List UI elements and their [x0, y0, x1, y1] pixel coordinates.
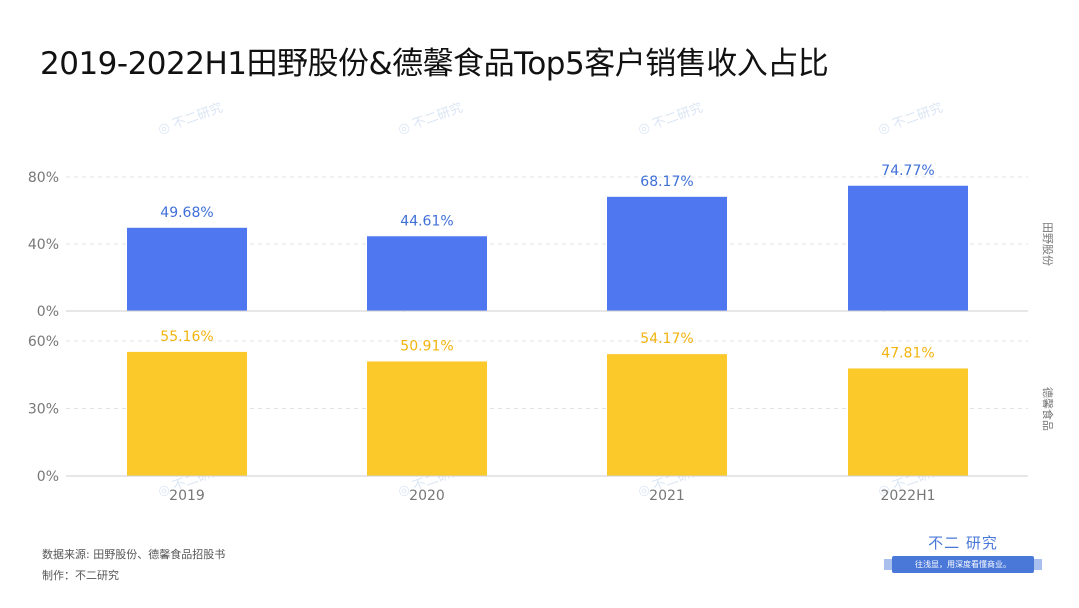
bar [607, 354, 727, 476]
bar [607, 196, 727, 311]
panel-2: 0% 30% 60% 55.16% 50.91% 54.17% 47.81% 德馨食品 [28, 329, 1055, 485]
watermark-text: ◎ 不二研究 [396, 101, 465, 138]
y-tick-label: 30% [28, 402, 59, 418]
panel-1: 0% 40% 80% 49.68% 44.61% 68.17% 74.77% 田野股份 [28, 163, 1054, 320]
facet-label: 德馨食品 [1041, 387, 1055, 431]
brand-logo: 不二 研究 往浅显，用深度看懂商业。 [884, 532, 1042, 578]
data-label: 55.16% [160, 329, 213, 345]
data-source-note: 数据来源: 田野股份、德馨食品招股书 [42, 548, 226, 561]
brand-slogan: 往浅显，用深度看懂商业。 [884, 556, 1042, 573]
x-tick-label: 2022H1 [880, 488, 935, 504]
bar [127, 351, 247, 476]
y-tick-label: 0% [37, 304, 59, 320]
data-label: 50.91% [400, 338, 453, 354]
data-label: 74.77% [881, 163, 934, 179]
data-label: 47.81% [881, 345, 934, 361]
y-tick-label: 80% [28, 170, 59, 186]
plot-area: 0% 40% 80% 49.68% 44.61% 68.17% 74.77% 田野股份 0% 30… [28, 163, 1055, 504]
facet-label: 田野股份 [1041, 222, 1054, 266]
faceted-bar-chart: ◎ 不二研究 ◎ 不二研究 ◎ 不二研究 ◎ 不二研究◎ 不二研究 ◎ 不二研究 ◎ 不二… [28, 101, 1055, 504]
data-label: 49.68% [160, 205, 213, 221]
bar [848, 185, 968, 311]
maker-note: 制作：不二研究 [42, 569, 119, 582]
x-tick-label: 2021 [649, 488, 685, 504]
y-tick-label: 0% [37, 469, 59, 485]
data-label: 44.61% [400, 213, 453, 229]
bar [848, 368, 968, 476]
brand-name: 不二 研究 [928, 534, 998, 552]
data-label: 54.17% [640, 331, 693, 347]
x-tick-label: 2020 [409, 488, 445, 504]
watermark-layer: ◎ 不二研究 ◎ 不二研究 ◎ 不二研究 ◎ 不二研究◎ 不二研究 ◎ 不二研究 ◎ 不二… [156, 101, 945, 500]
y-tick-label: 40% [28, 237, 59, 253]
watermark-text: ◎ 不二研究 [636, 101, 705, 138]
chart-title: 2019-2022H1田野股份&德馨食品Top5客户销售收入占比 [40, 46, 829, 82]
bar [127, 227, 247, 311]
watermark-text: ◎ 不二研究 [156, 101, 225, 138]
data-label: 68.17% [640, 174, 693, 190]
x-tick-label: 2019 [169, 488, 205, 504]
bar [367, 361, 487, 476]
bar [367, 236, 487, 311]
watermark-text: ◎ 不二研究 [876, 101, 945, 138]
y-tick-label: 60% [28, 334, 59, 350]
